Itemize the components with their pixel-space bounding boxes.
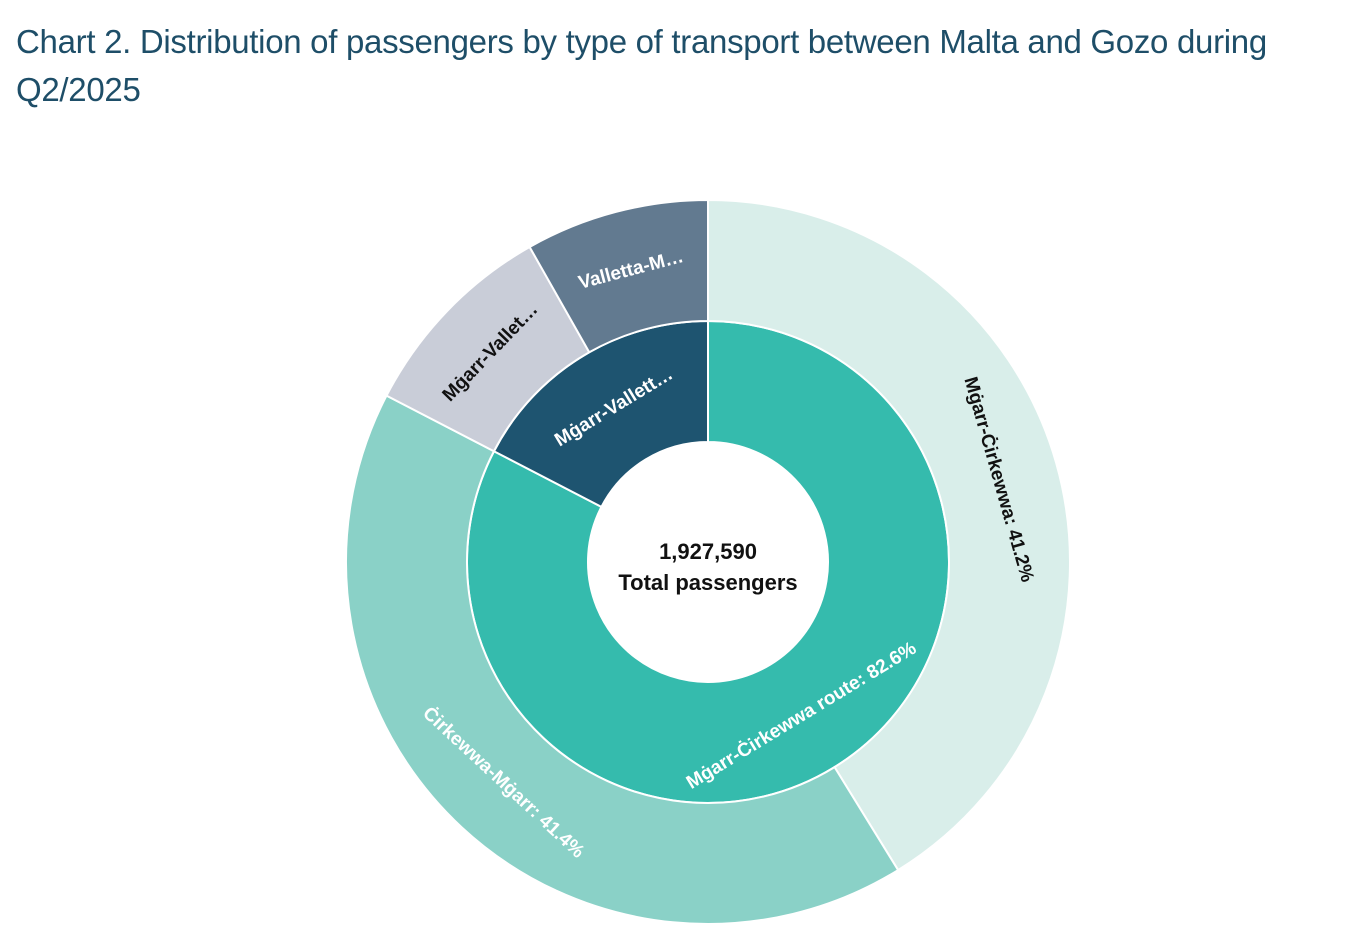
chart-title: Chart 2. Distribution of passengers by t… <box>16 23 1267 108</box>
outer-ring-segment[interactable] <box>528 198 709 354</box>
center-value: 1,927,590 <box>659 539 757 564</box>
outer-ring-segment[interactable] <box>707 198 1071 872</box>
center-label: Total passengers <box>618 570 797 595</box>
outer-ring-segment[interactable] <box>345 394 900 925</box>
